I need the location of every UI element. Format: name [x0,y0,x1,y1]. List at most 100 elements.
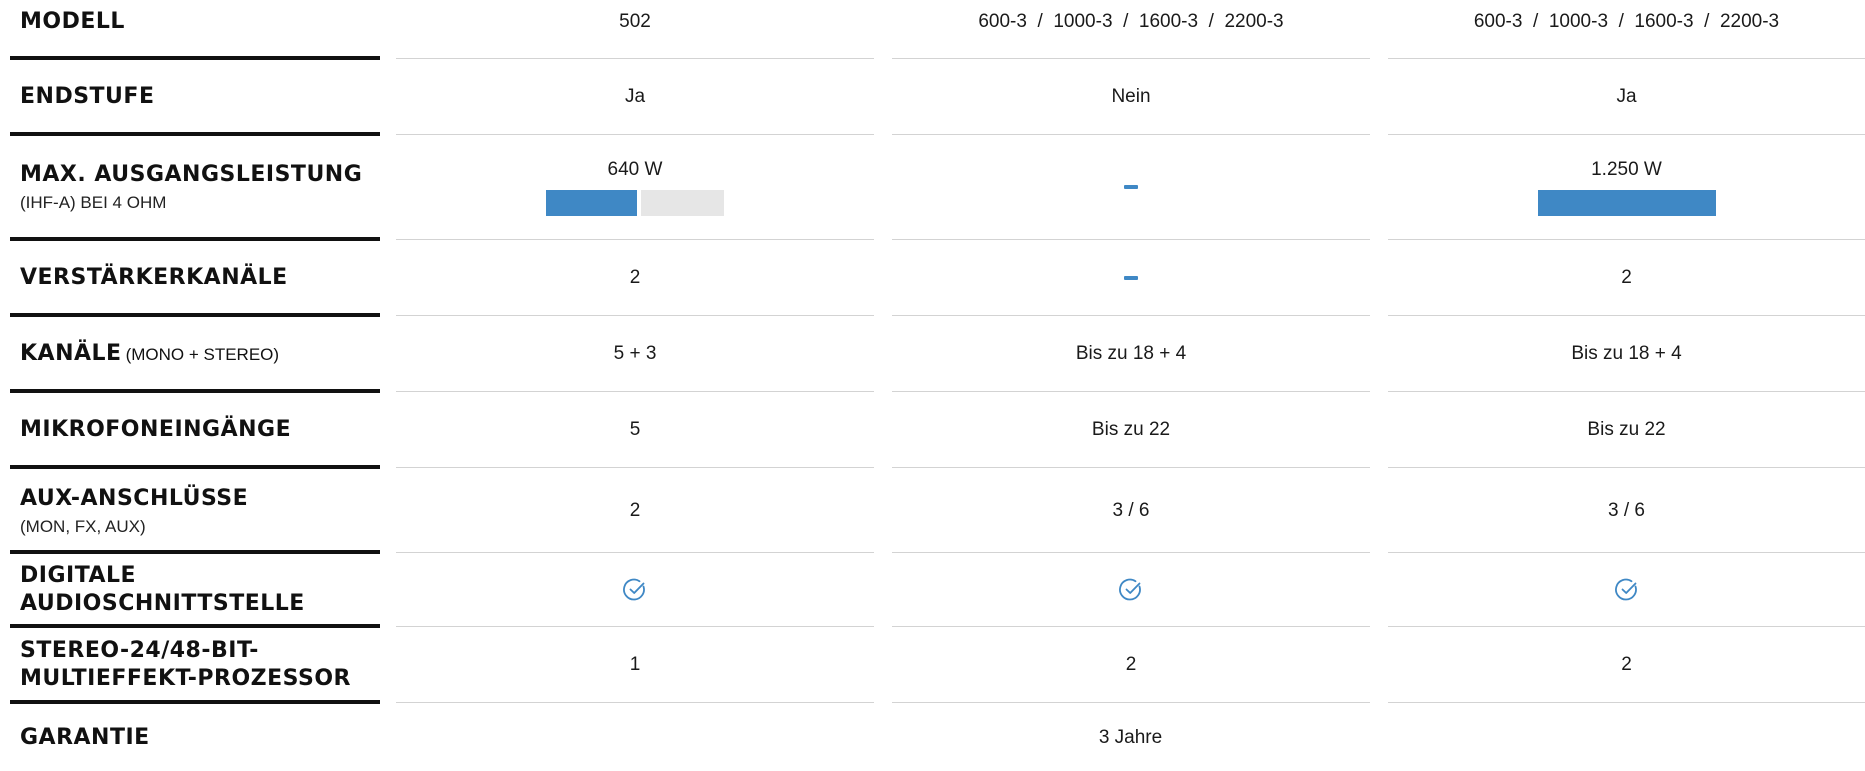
power-value: 640 W [607,158,663,180]
check-circle-icon [1119,578,1141,601]
row-rule [10,313,380,317]
cell-model-2: 600-3 / 1000-3 / 1600-3 / 2200-3 [978,11,1284,32]
cell-mikrofon-2: Bis zu 22 [1091,419,1171,440]
power-value: 1.250 W [1591,158,1662,180]
cell-aux-3: 3 / 6 [1608,500,1645,521]
row-verstaerker: VERSTÄRKERKANÄLE 2 2 [0,241,1865,315]
label-endstufe: ENDSTUFE [20,84,155,109]
row-rule [10,550,380,554]
row-mikrofon: MIKROFONEINGÄNGE 5 Bis zu 22 Bis zu 22 [0,393,1865,467]
cell-garantie: 3 Jahre [1098,726,1163,748]
col-divider [892,134,1370,135]
row-rule [10,132,380,136]
col-divider [1388,552,1865,553]
check-circle-icon [1614,578,1637,601]
cell-model-3: 600-3 / 1000-3 / 1600-3 / 2200-3 [1473,11,1780,32]
row-endstufe: ENDSTUFE Ja Nein Ja [0,60,1865,134]
row-digital: DIGITALE AUDIOSCHNITTSTELLE [0,554,1865,626]
col-divider [892,58,1370,59]
label-verstaerker: VERSTÄRKERKANÄLE [20,265,288,290]
row-rule [10,237,380,241]
row-label: VERSTÄRKERKANÄLE [20,241,380,315]
row-label: DIGITALE AUDIOSCHNITTSTELLE [20,554,380,626]
col-divider [396,58,874,59]
cell-leistung-3: 1.250 W [1388,136,1865,238]
row-label: MAX. AUSGANGSLEISTUNG (IHF-A) BEI 4 OHM [20,136,380,238]
row-modell: MODELL 502 600-3 / 1000-3 / 1600-3 / 220… [0,0,1865,44]
row-kanaele: KANÄLE (MONO + STEREO) 5 + 3 Bis zu 18 + … [0,317,1865,391]
cell-aux-2: 3 / 6 [1112,500,1150,521]
cell-model-1: 502 [619,11,651,32]
label-aux-sub: (MON, FX, AUX) [20,517,146,536]
power-bar [1537,189,1716,216]
row-rule [10,389,380,393]
col-divider [1388,58,1865,59]
label-kanaele: KANÄLE (MONO + STEREO) [20,340,380,369]
col-divider [892,239,1370,240]
cell-effekt-1: 1 [629,654,641,675]
col-divider [396,391,874,392]
col-divider [892,315,1370,316]
cell-kanaele-2: Bis zu 18 + 4 [1075,343,1187,364]
label-modell: MODELL [20,9,125,34]
cell-endstufe-1: Ja [624,86,646,107]
cell-verstaerker-2 [892,241,1370,315]
col-divider [396,626,874,627]
col-divider [396,134,874,135]
row-garantie: GARANTIE 3 Jahre [0,704,1865,771]
label-kanaele-main: KANÄLE [20,340,122,366]
cell-verstaerker-3: 2 [1621,267,1632,288]
cell-kanaele-1: 5 + 3 [613,343,657,364]
label-aux: AUX-ANSCHLÜSSE [20,486,249,511]
row-rule [10,56,380,60]
label-effekt-2: MULTIEFFEKT-PROZESSOR [20,666,351,691]
cell-effekt-3: 2 [1621,654,1632,675]
row-rule [10,624,380,628]
label-leistung-sub: (IHF-A) BEI 4 OHM [20,193,167,212]
col-divider [1388,239,1865,240]
col-divider [1388,391,1865,392]
dash-icon [1124,276,1138,280]
col-divider [892,552,1370,553]
cell-verstaerker-1: 2 [629,267,641,288]
cell-mikrofon-1: 5 [629,419,641,440]
label-digital-1: DIGITALE [20,563,137,588]
row-aux: AUX-ANSCHLÜSSE (MON, FX, AUX) 2 3 / 6 3 … [0,469,1865,553]
col-divider [1388,626,1865,627]
label-kanaele-sub: (MONO + STEREO) [125,344,280,364]
row-label: MODELL [20,0,380,44]
label-digital-2: AUDIOSCHNITTSTELLE [20,591,305,616]
label-garantie: GARANTIE [20,724,150,750]
row-label: GARANTIE [20,704,380,771]
col-divider [1388,315,1865,316]
col-divider [396,702,874,703]
row-label: AUX-ANSCHLÜSSE (MON, FX, AUX) [20,469,380,553]
cell-digital-3 [1388,554,1865,626]
cell-leistung-2 [892,136,1370,238]
col-divider [396,552,874,553]
row-label: ENDSTUFE [20,60,380,134]
cell-effekt-2: 2 [1125,654,1137,675]
cell-endstufe-2: Nein [1111,86,1151,107]
row-label: STEREO-24/48-BIT- MULTIEFFEKT-PROZESSOR [20,628,380,702]
col-divider [892,626,1370,627]
row-label: MIKROFONEINGÄNGE [20,393,380,467]
col-divider [892,467,1370,468]
row-leistung: MAX. AUSGANGSLEISTUNG (IHF-A) BEI 4 OHM … [0,136,1865,238]
col-divider [1388,702,1865,703]
power-bar-fill [1537,189,1716,216]
col-divider [892,391,1370,392]
col-divider [1388,467,1865,468]
col-divider [396,467,874,468]
label-mikrofon: MIKROFONEINGÄNGE [20,417,292,442]
dash-icon [1124,185,1138,189]
cell-leistung-1: 640 W [396,136,874,238]
label-effekt-1: STEREO-24/48-BIT- [20,638,259,663]
cell-digital-2 [892,554,1370,626]
label-leistung: MAX. AUSGANGSLEISTUNG [20,162,363,187]
cell-digital-1 [396,554,874,626]
cell-kanaele-3: Bis zu 18 + 4 [1571,343,1682,364]
cell-aux-1: 2 [629,500,641,521]
power-bar-fill [546,189,637,216]
row-rule [10,700,380,704]
